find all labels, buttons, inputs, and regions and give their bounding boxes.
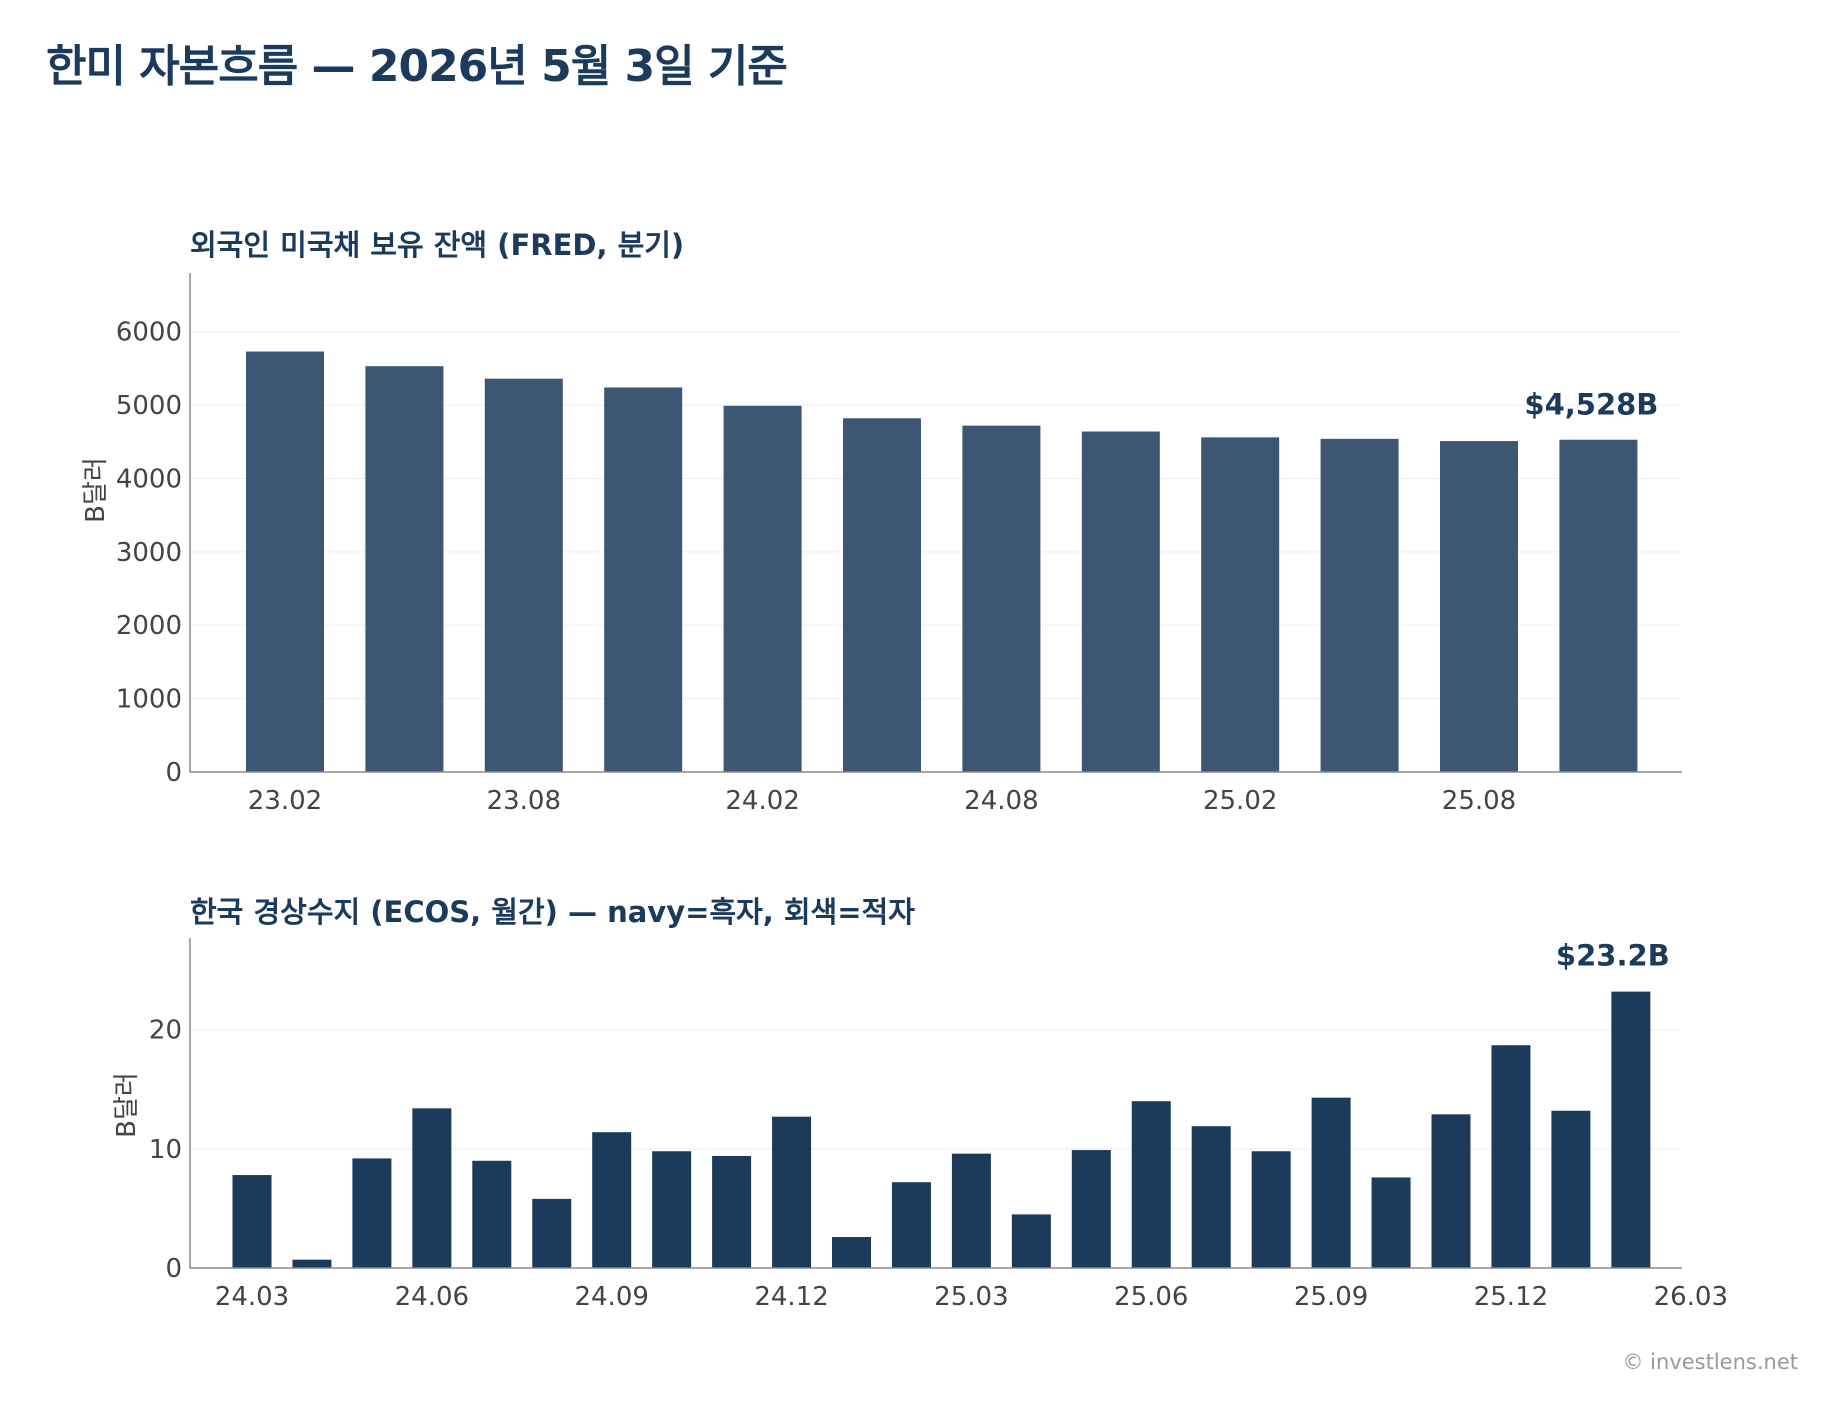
- panel2-x-tick-label: 25.12: [1474, 1282, 1548, 1312]
- panel2-bar-24.09: [592, 1132, 632, 1268]
- panel1-y-tick-label: 3000: [116, 538, 182, 568]
- panel1-y-tick-label: 1000: [116, 685, 182, 715]
- panel1-bar-24.05: [843, 418, 921, 772]
- panel2-axes: [189, 938, 1682, 1269]
- panel1-y-tick-label: 5000: [116, 391, 182, 421]
- panel1-x-ticks: 23.02 23.08 24.02 24.08 25.02 25.08: [248, 786, 1516, 816]
- panel1-bar-25.08: [1440, 441, 1518, 772]
- panel2-x-tick-label: 25.06: [1114, 1282, 1188, 1312]
- panel2-bar-24.03: [232, 1175, 272, 1268]
- panel2-y-tick-label: 10: [149, 1135, 182, 1165]
- panel2-bar-25.12: [1491, 1045, 1531, 1268]
- panel2-y-tick-label: 20: [149, 1016, 182, 1046]
- panel2-bar-25.02: [891, 1182, 931, 1268]
- panel1-axes: [189, 273, 1682, 773]
- panel2-x-tick-label: 24.12: [754, 1282, 828, 1312]
- current-account-chart: 한국 경상수지 (ECOS, 월간) — navy=흑자, 회색=적자 B달러 …: [112, 895, 1728, 1312]
- panel1-bar-24.08: [962, 425, 1041, 772]
- panel2-bar-25.04: [1011, 1214, 1051, 1268]
- panel2-bar-25.06: [1131, 1101, 1171, 1268]
- panel2-bar-26.01: [1551, 1110, 1591, 1268]
- footer-credit: © investlens.net: [1623, 1350, 1799, 1374]
- panel2-bar-24.05: [352, 1158, 392, 1268]
- panel2-title: 한국 경상수지 (ECOS, 월간) — navy=흑자, 회색=적자: [190, 895, 915, 929]
- panel2-x-tick-label: 24.09: [574, 1282, 648, 1312]
- panel1-bar-23.11: [604, 387, 683, 772]
- panel1-x-tick-label: 25.02: [1203, 786, 1277, 816]
- panel1-last-value-label: $4,528B: [1524, 388, 1658, 422]
- panel2-x-tick-label: 24.03: [215, 1282, 289, 1312]
- panel2-x-tick-label: 24.06: [395, 1282, 469, 1312]
- panel1-x-tick-label: 24.08: [964, 786, 1038, 816]
- panel2-bar-24.07: [472, 1160, 512, 1268]
- panel1-bar-25.11: [1559, 439, 1638, 772]
- panel2-bar-25.10: [1371, 1177, 1411, 1268]
- panel2-bar-24.08: [532, 1198, 572, 1268]
- panel1-title: 외국인 미국채 보유 잔액 (FRED, 분기): [190, 228, 684, 262]
- panel1-bar-23.05: [365, 366, 444, 772]
- panel1-y-axis-label: B달러: [81, 457, 111, 523]
- panel2-bar-24.12: [772, 1116, 812, 1268]
- panel1-bar-23.08: [484, 378, 563, 772]
- panel1-x-tick-label: 24.02: [725, 786, 799, 816]
- panel2-x-ticks: 24.03 24.06 24.09 24.12 25.03 25.06 25.09 25.12…: [215, 1282, 1728, 1312]
- panel1-y-ticks: 0 1000 2000 3000 4000 5000 6000: [116, 318, 182, 788]
- panel2-bar-24.04: [292, 1259, 332, 1268]
- panel1-y-tick-label: 2000: [116, 611, 182, 641]
- panel2-x-tick-label: 25.09: [1294, 1282, 1368, 1312]
- panel1-bar-25.02: [1201, 437, 1280, 772]
- panel1-y-tick-label: 0: [165, 758, 182, 788]
- panel2-bar-25.07: [1191, 1126, 1231, 1268]
- panel1-y-tick-label: 6000: [116, 318, 182, 348]
- panel2-bar-24.11: [712, 1156, 752, 1268]
- panel2-bars: [232, 991, 1651, 1268]
- panel2-y-tick-label: 0: [165, 1254, 182, 1284]
- panel2-bar-25.09: [1311, 1097, 1351, 1268]
- panel1-bar-25.05: [1320, 438, 1399, 772]
- page-title: 한미 자본흐름 — 2026년 5월 3일 기준: [46, 41, 788, 92]
- panel1-x-tick-label: 23.08: [487, 786, 561, 816]
- panel2-bar-25.08: [1251, 1151, 1291, 1268]
- panel2-bar-24.06: [412, 1108, 452, 1268]
- panel1-bars: [246, 351, 1638, 772]
- panel2-y-axis-label: B달러: [112, 1072, 142, 1138]
- panel2-bar-25.03: [951, 1153, 991, 1268]
- panel2-bar-25.01: [832, 1237, 871, 1268]
- panel2-x-tick-label: 26.03: [1654, 1282, 1728, 1312]
- panel2-bar-25.11: [1431, 1114, 1471, 1268]
- treasury-holdings-chart: 외국인 미국채 보유 잔액 (FRED, 분기) B달러 0 1000 2000 30…: [81, 228, 1682, 816]
- panel1-bar-24.11: [1081, 431, 1160, 772]
- panel2-y-ticks: 0 10 20: [149, 1016, 182, 1284]
- panel2-last-value-label: $23.2B: [1556, 939, 1670, 973]
- panel1-bar-23.02: [246, 351, 324, 772]
- panel1-y-tick-label: 4000: [116, 464, 182, 494]
- panel1-bar-24.02: [723, 405, 802, 772]
- panel2-bar-24.10: [652, 1151, 692, 1268]
- panel2-x-tick-label: 25.03: [934, 1282, 1008, 1312]
- panel2-bar-25.05: [1071, 1150, 1111, 1268]
- panel1-x-tick-label: 25.08: [1442, 786, 1516, 816]
- panel1-x-tick-label: 23.02: [248, 786, 322, 816]
- panel2-bar-26.02: [1611, 991, 1651, 1268]
